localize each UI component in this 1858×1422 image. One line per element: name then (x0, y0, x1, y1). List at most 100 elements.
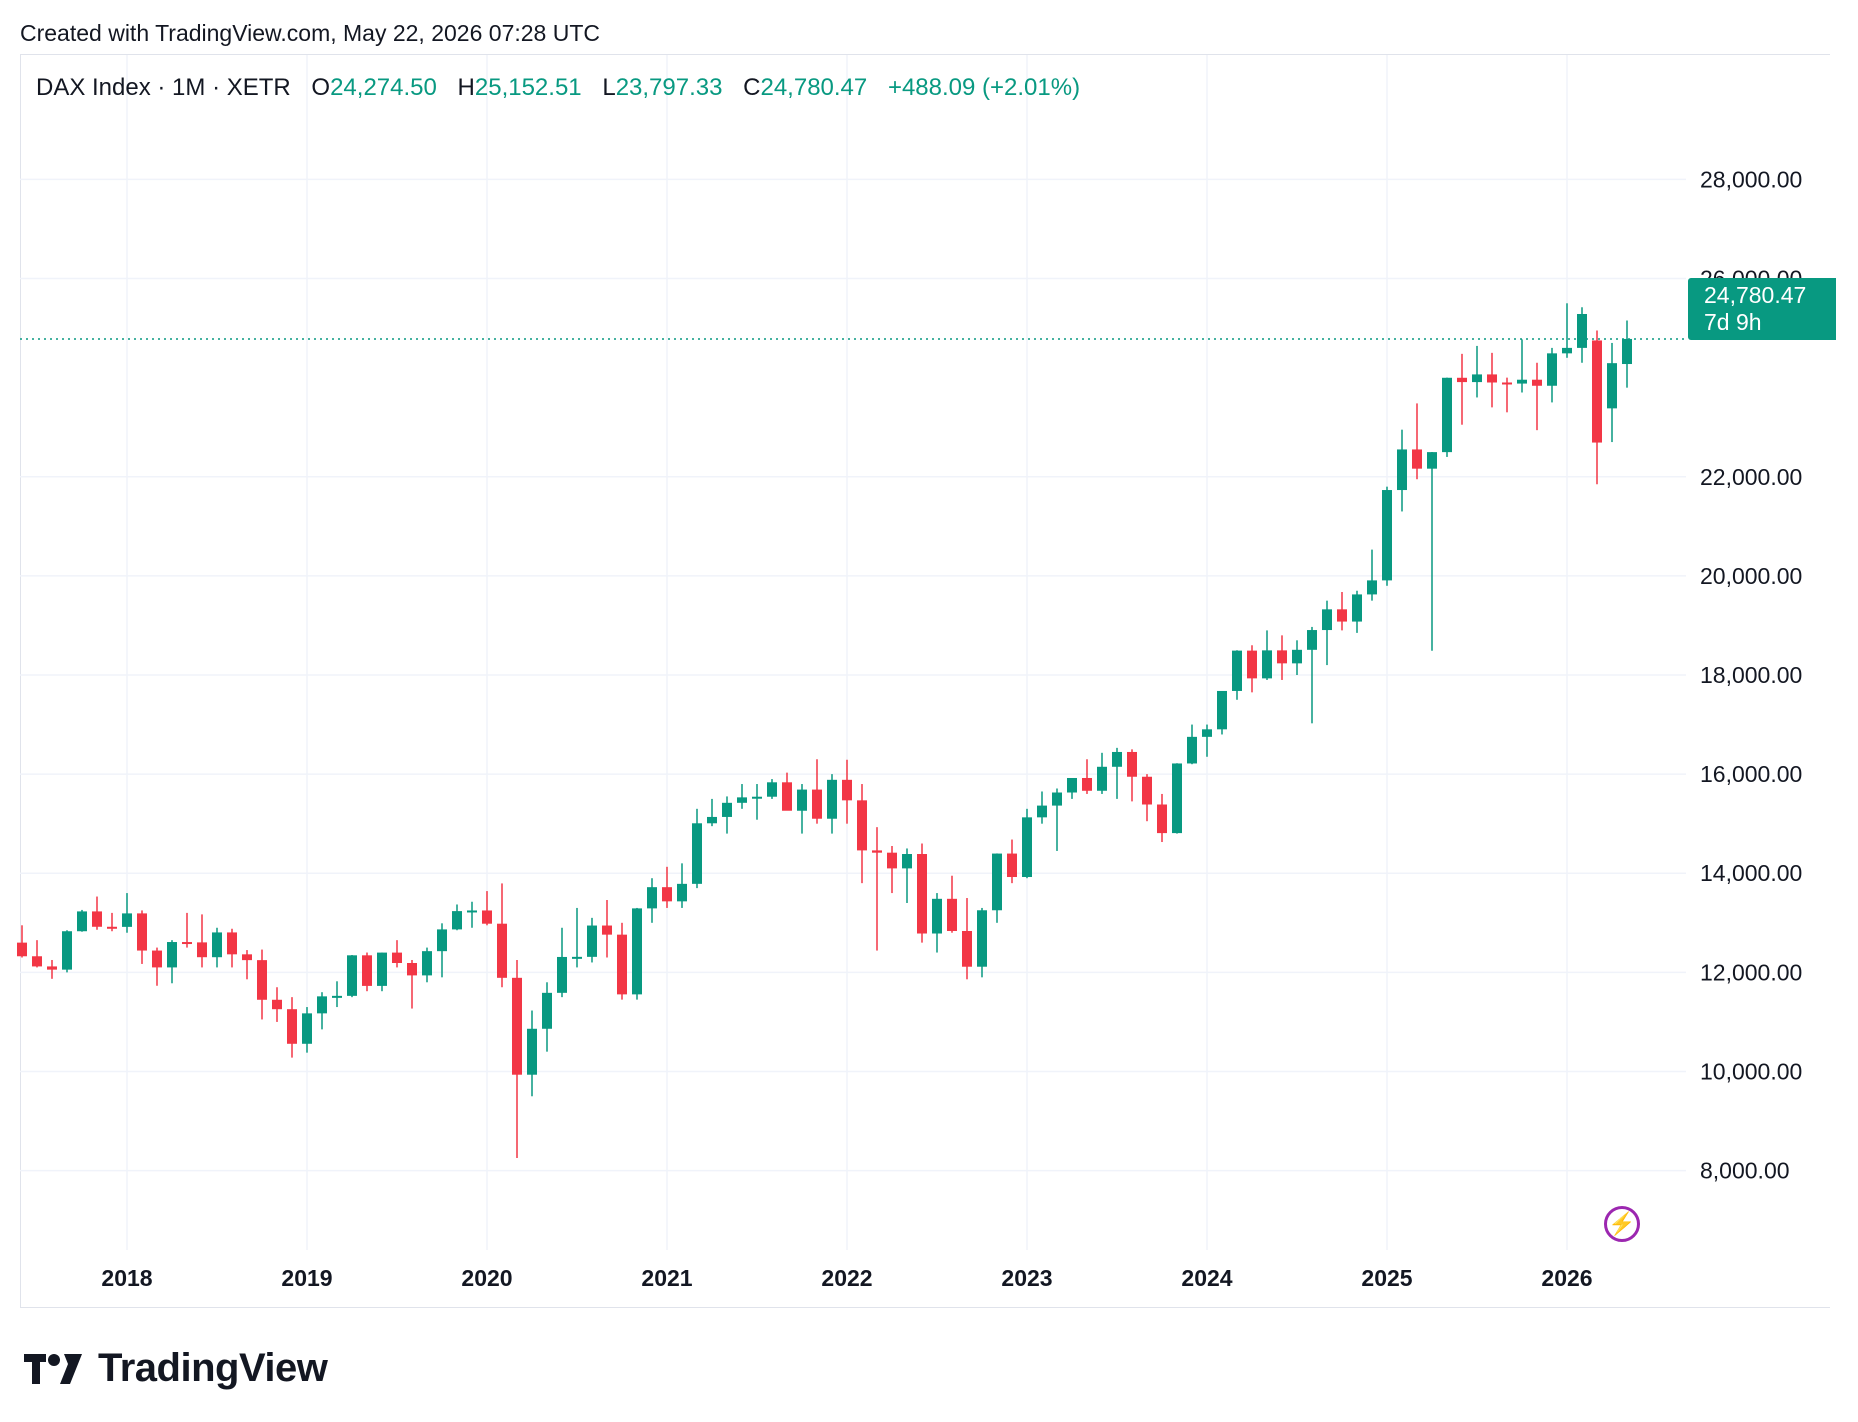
candle[interactable] (812, 759, 822, 824)
candle[interactable] (857, 784, 867, 884)
candle[interactable] (647, 878, 657, 923)
candle[interactable] (17, 925, 27, 958)
candle[interactable] (1262, 630, 1272, 680)
candle[interactable] (1367, 549, 1377, 601)
candle[interactable] (1277, 635, 1287, 680)
candle[interactable] (1187, 724, 1197, 765)
lightning-icon[interactable]: ⚡ (1604, 1206, 1640, 1242)
candle[interactable] (197, 914, 207, 968)
candle[interactable] (302, 1007, 312, 1053)
candle[interactable] (557, 927, 567, 998)
candle[interactable] (1202, 724, 1212, 757)
candle[interactable] (1607, 342, 1617, 443)
candle[interactable] (1547, 347, 1557, 403)
candle[interactable] (1307, 626, 1317, 724)
candle[interactable] (1427, 451, 1437, 651)
candle[interactable] (287, 997, 297, 1058)
candle[interactable] (1097, 752, 1107, 794)
candle[interactable] (407, 959, 417, 1009)
candle[interactable] (437, 923, 447, 978)
candle[interactable] (527, 1010, 537, 1097)
candle[interactable] (377, 952, 387, 992)
candle[interactable] (992, 853, 1002, 923)
candle[interactable] (1562, 303, 1572, 358)
candle[interactable] (107, 912, 117, 932)
candle[interactable] (1067, 777, 1077, 799)
candle[interactable] (917, 843, 927, 943)
candle[interactable] (752, 784, 762, 820)
candle[interactable] (1382, 486, 1392, 586)
candle[interactable] (257, 949, 267, 1020)
candle[interactable] (332, 981, 342, 1008)
candle[interactable] (1007, 839, 1017, 884)
candle[interactable] (1577, 307, 1587, 363)
candle[interactable] (662, 866, 672, 908)
candle[interactable] (1592, 330, 1602, 485)
candle[interactable] (1352, 590, 1362, 633)
candle[interactable] (1127, 749, 1137, 802)
candle[interactable] (782, 772, 792, 811)
candle[interactable] (1457, 353, 1467, 425)
candle[interactable] (452, 904, 462, 931)
candle[interactable] (632, 907, 642, 1000)
candle[interactable] (902, 848, 912, 903)
candle[interactable] (1517, 339, 1527, 393)
candle[interactable] (797, 784, 807, 834)
candlestick-chart[interactable]: 8,000.00 10,000.00 12,000.00 14,000.00 16,00… (0, 0, 1858, 1320)
candle[interactable] (497, 883, 507, 988)
candle[interactable] (1397, 429, 1407, 512)
candle[interactable] (317, 992, 327, 1030)
tradingview-logo[interactable]: TradingView (24, 1346, 328, 1391)
candle[interactable] (212, 927, 222, 968)
candle[interactable] (827, 774, 837, 834)
candle[interactable] (1037, 791, 1047, 824)
candle[interactable] (1022, 808, 1032, 879)
candle[interactable] (1247, 645, 1257, 693)
candle[interactable] (1217, 690, 1227, 735)
candle[interactable] (677, 863, 687, 908)
symbol-name[interactable]: DAX Index · 1M · XETR (36, 74, 291, 101)
candle[interactable] (1292, 640, 1302, 675)
candle[interactable] (572, 907, 582, 968)
candle[interactable] (1442, 377, 1452, 457)
candle[interactable] (227, 928, 237, 968)
candle[interactable] (602, 900, 612, 958)
candle[interactable] (1322, 600, 1332, 666)
candle[interactable] (707, 798, 717, 827)
candle[interactable] (242, 950, 252, 980)
candle[interactable] (1532, 362, 1542, 431)
candle[interactable] (182, 912, 192, 948)
candle[interactable] (872, 827, 882, 951)
candle[interactable] (722, 796, 732, 834)
candle[interactable] (947, 875, 957, 933)
candle[interactable] (1082, 759, 1092, 794)
candle[interactable] (482, 891, 492, 926)
candle[interactable] (1337, 591, 1347, 631)
candle[interactable] (542, 982, 552, 1052)
candle[interactable] (1622, 320, 1632, 388)
candle[interactable] (77, 909, 87, 932)
candle[interactable] (422, 947, 432, 983)
candle[interactable] (392, 940, 402, 968)
candle[interactable] (362, 952, 372, 992)
candle[interactable] (92, 896, 102, 930)
candle[interactable] (842, 759, 852, 824)
candle[interactable] (1472, 345, 1482, 398)
candle[interactable] (887, 845, 897, 894)
candle[interactable] (587, 917, 597, 963)
candle[interactable] (167, 940, 177, 984)
candle[interactable] (47, 959, 57, 979)
candle[interactable] (62, 930, 72, 973)
candle[interactable] (1112, 747, 1122, 799)
candle[interactable] (1172, 763, 1182, 834)
candle[interactable] (152, 947, 162, 986)
candle[interactable] (1157, 793, 1167, 843)
candle[interactable] (692, 808, 702, 889)
candle[interactable] (1412, 403, 1422, 480)
candle[interactable] (1232, 650, 1242, 700)
candle[interactable] (347, 955, 357, 998)
candle[interactable] (977, 907, 987, 978)
candle[interactable] (1487, 352, 1497, 408)
candle[interactable] (1052, 788, 1062, 851)
candle[interactable] (137, 910, 147, 964)
